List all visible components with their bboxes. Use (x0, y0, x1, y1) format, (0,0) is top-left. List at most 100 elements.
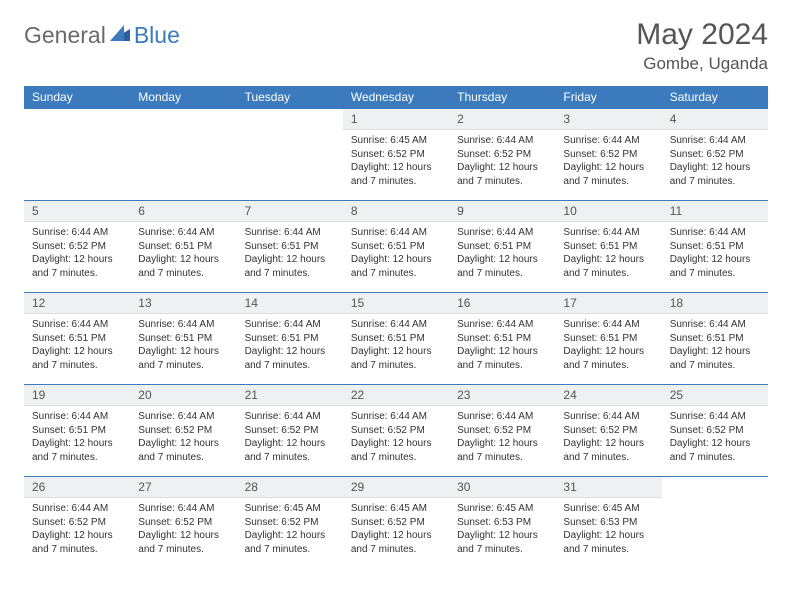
calendar-day-cell: 4Sunrise: 6:44 AMSunset: 6:52 PMDaylight… (662, 109, 768, 201)
calendar-day-cell: 24Sunrise: 6:44 AMSunset: 6:52 PMDayligh… (555, 385, 661, 477)
sunset-text: Sunset: 6:51 PM (457, 332, 547, 346)
calendar-day-cell (130, 109, 236, 201)
sunset-text: Sunset: 6:51 PM (138, 240, 228, 254)
calendar-day-cell: 20Sunrise: 6:44 AMSunset: 6:52 PMDayligh… (130, 385, 236, 477)
day-data: Sunrise: 6:44 AMSunset: 6:51 PMDaylight:… (237, 314, 343, 384)
calendar-day-cell: 9Sunrise: 6:44 AMSunset: 6:51 PMDaylight… (449, 201, 555, 293)
logo-text-blue: Blue (134, 22, 180, 49)
calendar-day-cell: 22Sunrise: 6:44 AMSunset: 6:52 PMDayligh… (343, 385, 449, 477)
calendar-body: 1Sunrise: 6:45 AMSunset: 6:52 PMDaylight… (24, 109, 768, 569)
sunset-text: Sunset: 6:51 PM (245, 332, 335, 346)
logo: General Blue (24, 18, 180, 49)
weekday-header: Sunday (24, 86, 130, 109)
sunrise-text: Sunrise: 6:44 AM (245, 410, 335, 424)
daylight-text: Daylight: 12 hours and 7 minutes. (563, 345, 653, 372)
sunset-text: Sunset: 6:52 PM (457, 424, 547, 438)
sunset-text: Sunset: 6:52 PM (457, 148, 547, 162)
sunset-text: Sunset: 6:51 PM (670, 240, 760, 254)
calendar-table: Sunday Monday Tuesday Wednesday Thursday… (24, 86, 768, 568)
sunrise-text: Sunrise: 6:44 AM (138, 410, 228, 424)
sunset-text: Sunset: 6:52 PM (32, 516, 122, 530)
calendar-day-cell: 2Sunrise: 6:44 AMSunset: 6:52 PMDaylight… (449, 109, 555, 201)
daylight-text: Daylight: 12 hours and 7 minutes. (245, 437, 335, 464)
day-number: 16 (449, 293, 555, 314)
calendar-day-cell: 27Sunrise: 6:44 AMSunset: 6:52 PMDayligh… (130, 477, 236, 569)
calendar-day-cell: 5Sunrise: 6:44 AMSunset: 6:52 PMDaylight… (24, 201, 130, 293)
sunrise-text: Sunrise: 6:44 AM (351, 410, 441, 424)
title-block: May 2024 Gombe, Uganda (636, 18, 768, 74)
weekday-header: Wednesday (343, 86, 449, 109)
day-data: Sunrise: 6:45 AMSunset: 6:52 PMDaylight:… (343, 498, 449, 568)
calendar-day-cell: 3Sunrise: 6:44 AMSunset: 6:52 PMDaylight… (555, 109, 661, 201)
daylight-text: Daylight: 12 hours and 7 minutes. (563, 437, 653, 464)
day-number: 1 (343, 109, 449, 130)
daylight-text: Daylight: 12 hours and 7 minutes. (670, 345, 760, 372)
sunrise-text: Sunrise: 6:44 AM (670, 226, 760, 240)
sunrise-text: Sunrise: 6:45 AM (563, 502, 653, 516)
day-data: Sunrise: 6:44 AMSunset: 6:52 PMDaylight:… (24, 498, 130, 568)
day-data: Sunrise: 6:44 AMSunset: 6:51 PMDaylight:… (662, 222, 768, 292)
calendar-day-cell: 29Sunrise: 6:45 AMSunset: 6:52 PMDayligh… (343, 477, 449, 569)
calendar-day-cell (24, 109, 130, 201)
daylight-text: Daylight: 12 hours and 7 minutes. (457, 345, 547, 372)
calendar-day-cell (662, 477, 768, 569)
calendar-day-cell: 16Sunrise: 6:44 AMSunset: 6:51 PMDayligh… (449, 293, 555, 385)
calendar-week-row: 1Sunrise: 6:45 AMSunset: 6:52 PMDaylight… (24, 109, 768, 201)
day-data: Sunrise: 6:44 AMSunset: 6:51 PMDaylight:… (130, 314, 236, 384)
day-data: Sunrise: 6:44 AMSunset: 6:51 PMDaylight:… (343, 222, 449, 292)
day-data: Sunrise: 6:44 AMSunset: 6:52 PMDaylight:… (555, 406, 661, 476)
day-data: Sunrise: 6:44 AMSunset: 6:52 PMDaylight:… (130, 498, 236, 568)
calendar-day-cell: 23Sunrise: 6:44 AMSunset: 6:52 PMDayligh… (449, 385, 555, 477)
sunset-text: Sunset: 6:51 PM (670, 332, 760, 346)
sunrise-text: Sunrise: 6:45 AM (457, 502, 547, 516)
day-data: Sunrise: 6:44 AMSunset: 6:51 PMDaylight:… (24, 314, 130, 384)
weekday-header: Tuesday (237, 86, 343, 109)
day-number: 14 (237, 293, 343, 314)
daylight-text: Daylight: 12 hours and 7 minutes. (32, 253, 122, 280)
calendar-day-cell: 15Sunrise: 6:44 AMSunset: 6:51 PMDayligh… (343, 293, 449, 385)
daylight-text: Daylight: 12 hours and 7 minutes. (457, 161, 547, 188)
day-number: 30 (449, 477, 555, 498)
weekday-header: Monday (130, 86, 236, 109)
calendar-week-row: 19Sunrise: 6:44 AMSunset: 6:51 PMDayligh… (24, 385, 768, 477)
day-number: 20 (130, 385, 236, 406)
day-data: Sunrise: 6:45 AMSunset: 6:53 PMDaylight:… (555, 498, 661, 568)
day-number: 25 (662, 385, 768, 406)
daylight-text: Daylight: 12 hours and 7 minutes. (245, 529, 335, 556)
sunset-text: Sunset: 6:51 PM (563, 240, 653, 254)
calendar-day-cell: 31Sunrise: 6:45 AMSunset: 6:53 PMDayligh… (555, 477, 661, 569)
sunrise-text: Sunrise: 6:44 AM (351, 226, 441, 240)
day-data: Sunrise: 6:45 AMSunset: 6:52 PMDaylight:… (237, 498, 343, 568)
sunrise-text: Sunrise: 6:44 AM (138, 226, 228, 240)
sunset-text: Sunset: 6:51 PM (32, 424, 122, 438)
daylight-text: Daylight: 12 hours and 7 minutes. (138, 253, 228, 280)
calendar-day-cell: 21Sunrise: 6:44 AMSunset: 6:52 PMDayligh… (237, 385, 343, 477)
sunset-text: Sunset: 6:53 PM (457, 516, 547, 530)
location-subtitle: Gombe, Uganda (636, 54, 768, 74)
day-data: Sunrise: 6:44 AMSunset: 6:51 PMDaylight:… (130, 222, 236, 292)
sunrise-text: Sunrise: 6:45 AM (351, 502, 441, 516)
sunset-text: Sunset: 6:52 PM (245, 516, 335, 530)
sunset-text: Sunset: 6:51 PM (245, 240, 335, 254)
calendar-day-cell: 17Sunrise: 6:44 AMSunset: 6:51 PMDayligh… (555, 293, 661, 385)
day-data: Sunrise: 6:44 AMSunset: 6:52 PMDaylight:… (662, 406, 768, 476)
day-data: Sunrise: 6:44 AMSunset: 6:51 PMDaylight:… (555, 222, 661, 292)
day-data: Sunrise: 6:44 AMSunset: 6:52 PMDaylight:… (130, 406, 236, 476)
day-number: 5 (24, 201, 130, 222)
sunrise-text: Sunrise: 6:44 AM (670, 318, 760, 332)
sunset-text: Sunset: 6:53 PM (563, 516, 653, 530)
sunset-text: Sunset: 6:51 PM (457, 240, 547, 254)
day-data: Sunrise: 6:44 AMSunset: 6:51 PMDaylight:… (24, 406, 130, 476)
day-number: 22 (343, 385, 449, 406)
calendar-week-row: 12Sunrise: 6:44 AMSunset: 6:51 PMDayligh… (24, 293, 768, 385)
calendar-day-cell: 1Sunrise: 6:45 AMSunset: 6:52 PMDaylight… (343, 109, 449, 201)
calendar-day-cell: 25Sunrise: 6:44 AMSunset: 6:52 PMDayligh… (662, 385, 768, 477)
sunset-text: Sunset: 6:51 PM (351, 240, 441, 254)
day-number: 15 (343, 293, 449, 314)
daylight-text: Daylight: 12 hours and 7 minutes. (457, 253, 547, 280)
sunset-text: Sunset: 6:52 PM (138, 516, 228, 530)
calendar-day-cell: 7Sunrise: 6:44 AMSunset: 6:51 PMDaylight… (237, 201, 343, 293)
sunset-text: Sunset: 6:51 PM (563, 332, 653, 346)
sunset-text: Sunset: 6:51 PM (32, 332, 122, 346)
daylight-text: Daylight: 12 hours and 7 minutes. (245, 345, 335, 372)
